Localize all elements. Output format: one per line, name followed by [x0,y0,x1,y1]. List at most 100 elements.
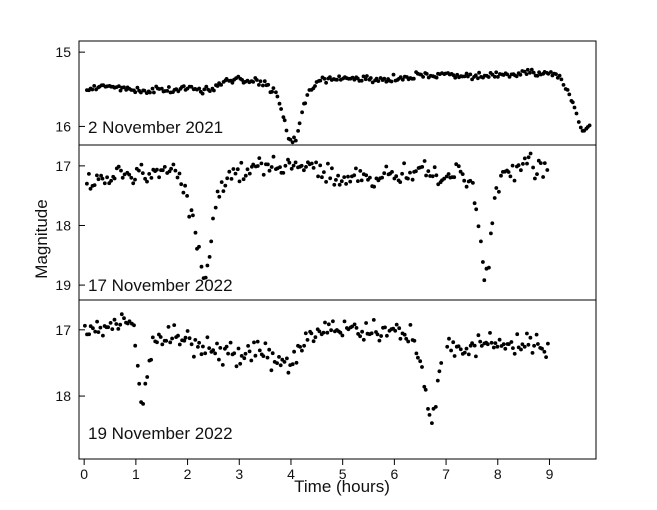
data-point [522,344,527,349]
data-point [337,182,342,187]
data-point [324,180,328,184]
data-point [456,164,461,169]
data-point [414,351,419,356]
y-axis-title: Magnitude [32,199,51,278]
data-point [505,72,510,77]
data-point [318,78,323,83]
data-point [165,89,170,93]
data-point [95,319,99,324]
data-point [497,189,501,194]
data-point [398,180,403,185]
data-point [255,339,260,344]
data-point [257,156,262,161]
data-point [528,151,533,156]
data-point [528,335,533,340]
data-point [189,84,194,89]
data-point [518,72,523,77]
data-point [453,75,458,80]
data-point [209,239,214,244]
data-point [171,162,176,167]
data-point [493,341,498,345]
data-point [193,230,198,235]
data-point [297,121,302,126]
data-point [439,361,444,365]
data-point [95,173,99,178]
data-point [451,340,456,345]
y-axis: 17 18 19 [55,158,85,293]
data-point [541,175,545,179]
data-point [542,349,547,354]
data-point [119,312,124,317]
data-point [294,360,299,365]
data-point [506,342,511,346]
data-point [531,165,535,170]
data-point [430,421,434,425]
data-point [236,346,241,351]
data-point [266,162,270,167]
data-point [377,338,382,343]
data-point [494,186,499,190]
data-point [426,407,430,411]
data-point [476,333,481,338]
data-point [205,263,210,268]
data-point [215,84,220,88]
data-point [359,78,364,83]
data-point [521,162,525,166]
data-point [278,363,283,368]
data-point [464,346,469,351]
data-point [305,93,310,97]
data-point [371,318,376,322]
data-point [249,358,254,363]
data-point [290,362,295,367]
data-point [239,160,244,165]
data-point [116,327,121,331]
data-point [309,161,314,166]
data-point [464,184,469,189]
data-point [536,342,540,346]
data-point [118,322,123,327]
data-point [200,91,205,96]
data-point [491,345,496,350]
data-points [85,67,592,145]
data-point [400,171,404,176]
data-point [177,171,182,176]
data-point [303,101,308,106]
data-point [87,332,91,337]
data-point [167,85,171,89]
data-point [522,156,527,161]
data-point [285,356,289,361]
data-point [346,174,350,179]
data-point [421,75,425,79]
data-point [92,183,97,188]
data-point [380,175,384,180]
data-point [177,342,182,347]
data-point [169,166,174,171]
x-tick-label: 1 [132,466,140,482]
data-point [565,88,570,92]
data-point [283,163,288,168]
data-point [368,175,372,180]
data-point [342,175,347,180]
data-point [311,166,316,170]
data-point [382,76,387,81]
data-point [207,346,212,350]
data-point [83,323,87,328]
data-point [393,328,398,333]
data-point [574,111,579,116]
data-point [462,178,467,183]
data-point [544,355,548,359]
data-point [197,340,202,345]
data-point [133,90,138,95]
data-point [230,80,235,85]
data-point [149,176,154,180]
data-point [274,90,278,95]
data-point [100,176,105,181]
data-point [292,135,296,140]
data-point [316,174,320,179]
data-point [549,70,553,74]
data-point [406,339,411,344]
data-point [122,316,126,321]
data-point [514,74,519,79]
data-point [520,342,525,347]
